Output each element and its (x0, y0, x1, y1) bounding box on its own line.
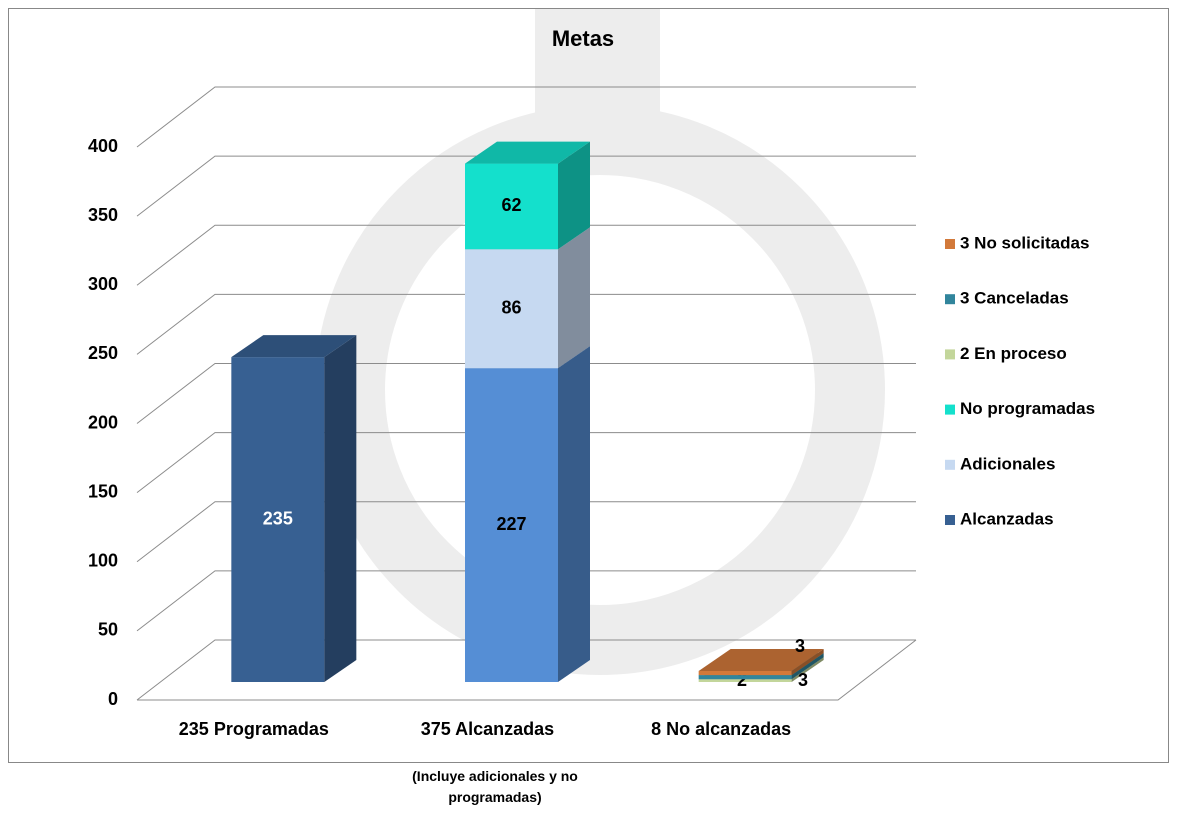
grid-line (136, 363, 916, 424)
grid-line (136, 293, 916, 355)
x-tick-label: 375 Alcanzadas (421, 719, 554, 739)
y-tick-label: 250 (88, 343, 118, 363)
y-tick-label: 150 (88, 481, 118, 501)
y-tick-label: 50 (98, 620, 118, 640)
bar-front (465, 163, 558, 250)
bar-side (791, 648, 824, 676)
legend-label: 3 Canceladas (960, 289, 1069, 308)
bar-front (231, 357, 325, 682)
floor-edge (137, 639, 917, 701)
data-label: 227 (496, 514, 526, 534)
data-label: 2 (737, 670, 747, 690)
y-tick-label: 400 (88, 136, 118, 156)
legend-label: 2 En proceso (960, 344, 1067, 363)
bar-front (698, 675, 792, 680)
grid-line (136, 639, 916, 701)
legend-swatch (945, 459, 955, 470)
bar-front (465, 368, 558, 682)
legend-label: 3 No solicitadas (960, 233, 1089, 252)
y-tick-label: 100 (88, 551, 118, 571)
y-tick-label: 300 (88, 274, 118, 294)
bar-top (465, 141, 590, 164)
x-tick-label: 235 Programadas (179, 719, 329, 739)
axis-note: (Incluye adicionales y no programadas) (412, 768, 578, 805)
legend-swatch (945, 294, 955, 305)
bar-side (324, 335, 357, 682)
y-tick-label: 350 (88, 205, 118, 225)
legend-swatch (945, 349, 955, 360)
legend-label: No programadas (960, 399, 1095, 418)
bar-front (465, 249, 558, 369)
grid-line (136, 432, 916, 494)
data-label: 235 (263, 508, 293, 528)
legend-swatch (945, 239, 955, 249)
x-tick-label: 8 No alcanzadas (651, 719, 791, 739)
bar-side (558, 346, 590, 682)
legend-swatch (945, 515, 955, 525)
data-label: 3 (798, 670, 808, 690)
bar-top (231, 335, 357, 358)
data-label: 86 (501, 297, 521, 317)
grid-line (136, 570, 916, 632)
legend-swatch (945, 404, 955, 415)
data-label: 62 (501, 195, 521, 215)
bar-side (558, 141, 590, 250)
bar-top (698, 648, 824, 671)
y-tick-label: 200 (88, 412, 118, 432)
bar-side (558, 227, 590, 369)
legend-label: Adicionales (960, 454, 1055, 473)
bar-front (698, 679, 792, 682)
bar-front (698, 670, 792, 676)
bar-side (791, 653, 824, 680)
grid-line (136, 501, 916, 563)
bar-side (791, 657, 824, 682)
grid-line (136, 86, 916, 148)
grid-line (136, 155, 916, 217)
legend-label: Alcanzadas (960, 509, 1054, 528)
data-label: 3 (795, 636, 805, 656)
grid-line (136, 224, 916, 286)
chart-title: Metas (552, 26, 614, 51)
y-tick-label: 0 (108, 689, 118, 709)
